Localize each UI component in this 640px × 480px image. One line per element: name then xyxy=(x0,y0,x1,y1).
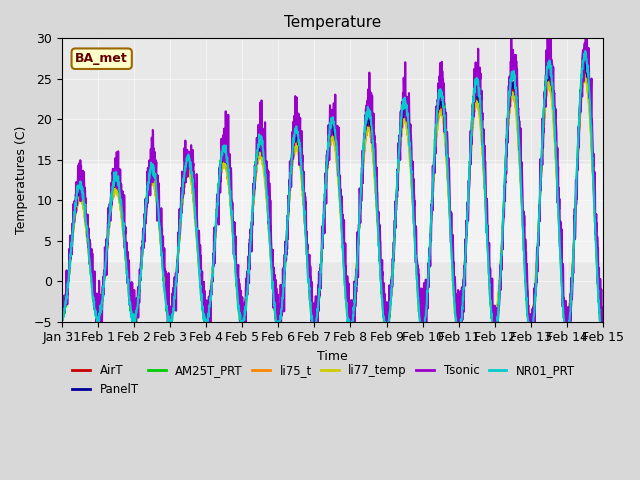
li77_temp xyxy=(566,294,574,300)
li75_t xyxy=(58,307,66,312)
li75_t xyxy=(581,72,589,78)
AirT xyxy=(599,322,607,328)
li77_temp xyxy=(599,314,607,320)
li77_temp xyxy=(598,319,606,325)
li75_t xyxy=(566,298,574,304)
li75_t xyxy=(360,157,367,163)
Line: AM25T_PRT: AM25T_PRT xyxy=(62,45,603,344)
Tsonic xyxy=(552,106,559,112)
Tsonic xyxy=(347,351,355,357)
Tsonic xyxy=(599,338,607,344)
li75_t xyxy=(598,318,606,324)
Y-axis label: Temperatures (C): Temperatures (C) xyxy=(15,126,28,234)
PanelT xyxy=(58,308,66,314)
PanelT xyxy=(552,139,559,145)
AM25T_PRT xyxy=(360,144,367,150)
AirT xyxy=(566,300,574,306)
AirT xyxy=(564,325,572,331)
X-axis label: Time: Time xyxy=(317,350,348,363)
NR01_PRT xyxy=(599,337,607,343)
AM25T_PRT xyxy=(490,325,497,331)
AM25T_PRT xyxy=(580,42,588,48)
PanelT xyxy=(360,153,367,158)
li77_temp xyxy=(360,156,367,162)
Line: PanelT: PanelT xyxy=(62,63,603,324)
li77_temp xyxy=(348,308,356,313)
AirT xyxy=(58,310,66,315)
AirT xyxy=(360,156,367,161)
li77_temp xyxy=(490,312,497,318)
AM25T_PRT xyxy=(58,315,66,321)
li77_temp xyxy=(209,264,216,270)
AirT xyxy=(490,316,497,322)
NR01_PRT xyxy=(360,146,367,152)
PanelT xyxy=(490,316,497,322)
AM25T_PRT xyxy=(209,268,216,274)
NR01_PRT xyxy=(348,319,356,324)
PanelT xyxy=(527,321,535,327)
NR01_PRT xyxy=(599,331,607,336)
NR01_PRT xyxy=(58,312,66,318)
NR01_PRT xyxy=(566,309,574,315)
Line: li75_t: li75_t xyxy=(62,75,603,321)
Tsonic xyxy=(58,311,66,316)
li77_temp xyxy=(58,305,66,311)
li75_t xyxy=(209,268,216,274)
AirT xyxy=(209,267,216,273)
NR01_PRT xyxy=(581,48,589,54)
PanelT xyxy=(209,263,216,269)
li77_temp xyxy=(580,74,588,80)
Legend: AirT, PanelT, AM25T_PRT, li75_t, li77_temp, Tsonic, NR01_PRT: AirT, PanelT, AM25T_PRT, li75_t, li77_te… xyxy=(68,360,580,401)
Tsonic xyxy=(209,275,216,281)
li75_t xyxy=(599,317,607,323)
AM25T_PRT xyxy=(599,337,607,343)
AirT xyxy=(582,66,589,72)
Line: Tsonic: Tsonic xyxy=(62,31,603,354)
AirT xyxy=(551,142,559,147)
AM25T_PRT xyxy=(528,341,536,347)
NR01_PRT xyxy=(209,273,216,279)
NR01_PRT xyxy=(490,327,497,333)
PanelT xyxy=(348,312,356,318)
AM25T_PRT xyxy=(348,324,356,330)
Tsonic xyxy=(490,321,497,327)
Text: BA_met: BA_met xyxy=(76,52,128,65)
Tsonic xyxy=(348,323,356,329)
Line: NR01_PRT: NR01_PRT xyxy=(62,51,603,340)
Tsonic xyxy=(360,140,368,145)
PanelT xyxy=(581,60,589,66)
Tsonic xyxy=(546,28,554,34)
AirT xyxy=(348,311,356,316)
Bar xyxy=(62,164,603,261)
AM25T_PRT xyxy=(566,313,574,319)
li75_t xyxy=(551,145,559,151)
NR01_PRT xyxy=(551,138,559,144)
li75_t xyxy=(348,310,356,316)
Title: Temperature: Temperature xyxy=(284,15,381,30)
li75_t xyxy=(490,312,497,318)
PanelT xyxy=(566,296,574,301)
PanelT xyxy=(599,319,607,325)
Tsonic xyxy=(567,290,575,296)
AM25T_PRT xyxy=(552,135,559,141)
Line: li77_temp: li77_temp xyxy=(62,77,603,322)
Line: AirT: AirT xyxy=(62,69,603,328)
li77_temp xyxy=(551,147,559,153)
